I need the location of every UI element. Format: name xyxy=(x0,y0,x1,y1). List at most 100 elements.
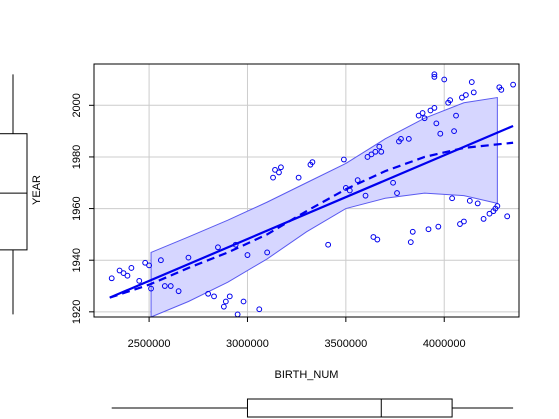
x-tick-label: 4000000 xyxy=(423,338,466,350)
data-point xyxy=(309,159,316,166)
y-tick-label: 1920 xyxy=(71,300,83,324)
data-point xyxy=(468,79,475,85)
y-tick-label: 1960 xyxy=(71,196,83,220)
data-point xyxy=(272,166,278,173)
data-point xyxy=(378,148,385,155)
data-point xyxy=(116,267,123,274)
data-point xyxy=(222,298,229,305)
x-axis-label: BIRTH_NUM xyxy=(275,369,339,381)
data-point xyxy=(244,252,251,258)
data-point xyxy=(480,215,487,222)
x-boxplot xyxy=(111,398,514,418)
y-tick-label: 1980 xyxy=(71,145,83,169)
data-point xyxy=(120,270,127,277)
data-point xyxy=(124,272,131,279)
data-point xyxy=(368,151,375,158)
data-point xyxy=(504,213,511,220)
data-point xyxy=(205,290,212,297)
data-point xyxy=(510,81,516,88)
data-point xyxy=(427,107,434,114)
data-points xyxy=(108,71,516,318)
data-point xyxy=(264,249,271,256)
data-point xyxy=(211,293,217,300)
data-point xyxy=(108,275,115,282)
y-axis-label: YEAR xyxy=(31,175,43,205)
data-point xyxy=(466,197,473,204)
data-point xyxy=(376,143,383,150)
data-point xyxy=(498,86,505,93)
y-boxplot-box xyxy=(0,133,28,251)
data-point xyxy=(364,154,371,160)
data-point xyxy=(157,257,164,264)
data-point xyxy=(431,71,438,78)
data-point xyxy=(462,92,469,98)
data-point xyxy=(425,226,432,233)
data-point xyxy=(474,200,481,207)
x-axis-ticks: 2500000 3000000 3500000 4000000 xyxy=(128,317,466,350)
data-point xyxy=(128,265,135,271)
data-point xyxy=(470,89,477,96)
data-point xyxy=(148,285,154,292)
data-point xyxy=(370,234,377,240)
data-point xyxy=(220,303,227,310)
data-point xyxy=(146,262,152,269)
data-point xyxy=(215,244,221,251)
data-point xyxy=(486,210,493,217)
y-boxplot xyxy=(0,74,28,315)
data-point xyxy=(340,156,347,163)
data-point xyxy=(447,97,454,104)
plot-frame xyxy=(93,63,520,318)
data-point xyxy=(175,288,182,295)
data-point xyxy=(295,174,302,181)
data-point xyxy=(325,241,332,248)
data-point xyxy=(407,239,414,246)
trend-lines xyxy=(109,124,514,299)
y-tick-label: 2000 xyxy=(71,93,83,117)
y-tick-label: 1940 xyxy=(71,248,83,272)
data-point xyxy=(494,203,501,209)
data-point xyxy=(419,110,426,116)
data-point xyxy=(415,112,422,119)
data-point xyxy=(449,195,456,202)
x-tick-label: 2500000 xyxy=(128,338,171,350)
data-point xyxy=(457,221,463,227)
data-point xyxy=(461,218,467,225)
data-point xyxy=(234,311,241,318)
data-point xyxy=(374,236,381,243)
x-boxplot-box xyxy=(246,398,453,418)
data-point xyxy=(421,115,428,122)
data-point xyxy=(167,283,174,289)
data-point xyxy=(354,177,361,184)
data-point xyxy=(433,120,440,127)
data-point xyxy=(278,164,284,171)
smooth-fit-line xyxy=(109,141,514,299)
data-point xyxy=(390,179,396,186)
data-point xyxy=(161,283,168,289)
x-tick-label: 3000000 xyxy=(226,338,269,350)
data-point xyxy=(435,223,442,230)
data-point xyxy=(437,130,444,137)
data-point xyxy=(226,293,233,300)
data-point xyxy=(451,128,457,135)
data-point xyxy=(405,135,412,142)
data-point xyxy=(431,74,438,80)
data-point xyxy=(441,76,448,83)
data-point xyxy=(256,306,263,313)
data-point xyxy=(398,135,404,142)
data-point xyxy=(270,174,276,181)
regression-line xyxy=(109,124,514,299)
data-point xyxy=(459,94,465,101)
data-point xyxy=(185,254,192,261)
data-point xyxy=(276,169,282,176)
data-point xyxy=(453,112,459,119)
data-point xyxy=(431,104,438,111)
x-tick-label: 3500000 xyxy=(324,338,367,350)
data-point xyxy=(372,148,379,155)
data-point xyxy=(409,228,416,235)
data-point xyxy=(394,190,400,196)
data-point xyxy=(362,192,369,199)
data-point xyxy=(142,259,149,266)
y-axis-ticks: 1920 1940 1960 1980 2000 xyxy=(71,93,94,324)
data-point xyxy=(240,298,247,305)
